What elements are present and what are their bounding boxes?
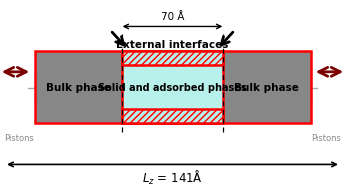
Text: $L_z$ = 141Å: $L_z$ = 141Å (142, 169, 203, 187)
Bar (34, 51, 310, 123)
Bar (122, 109, 223, 123)
Text: 70 Å: 70 Å (161, 12, 184, 22)
Text: Bulk phase: Bulk phase (234, 83, 299, 93)
Bar (122, 51, 223, 65)
Text: Pistons: Pistons (4, 134, 34, 143)
Text: External interfaces: External interfaces (116, 40, 229, 50)
Bar (122, 51, 223, 123)
Text: Pistons: Pistons (311, 134, 341, 143)
Text: Solid and adsorbed phases: Solid and adsorbed phases (98, 83, 247, 93)
Text: Bulk phase: Bulk phase (46, 83, 111, 93)
